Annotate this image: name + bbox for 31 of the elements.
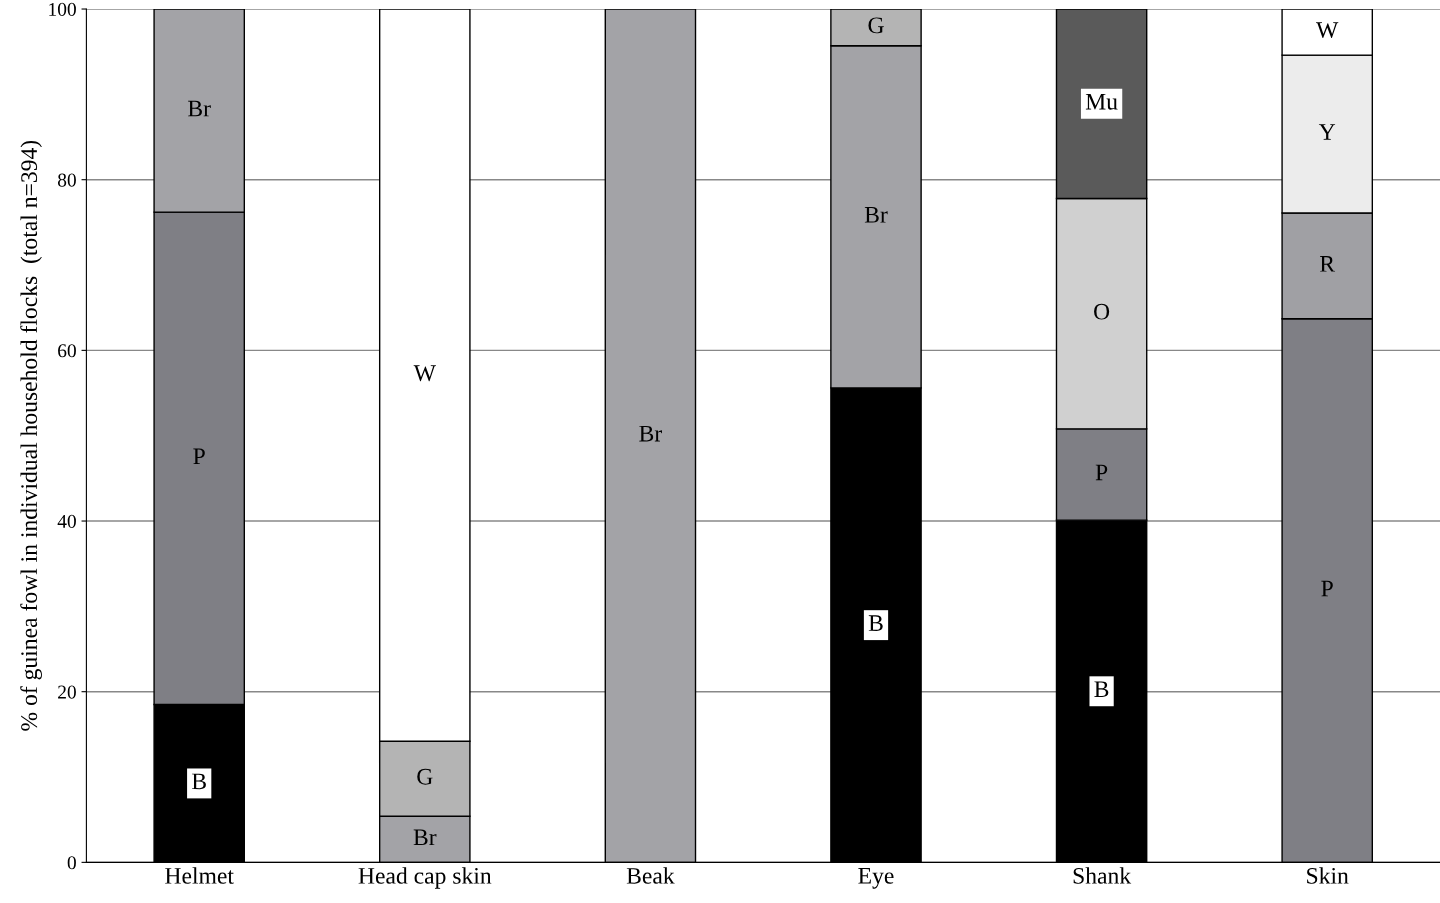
x-tick-label: Eye xyxy=(858,868,894,889)
series-label: Mu xyxy=(1085,93,1118,110)
series-label: O xyxy=(1094,303,1110,320)
series-label: B xyxy=(868,615,883,631)
y-tick-label: 40 xyxy=(57,514,76,528)
y-tick-label: 0 xyxy=(67,856,76,870)
x-tick-label: Shank xyxy=(1073,867,1132,884)
text: B xyxy=(1094,681,1109,698)
x-tick-label: Beak xyxy=(626,867,675,884)
y-tick-label: 100 xyxy=(49,2,76,16)
text: W xyxy=(413,365,436,382)
y-tick-label: 20 xyxy=(58,685,76,699)
y-tick-label: 80 xyxy=(57,173,76,187)
text: B xyxy=(192,773,206,790)
y-tick-label: 60 xyxy=(58,344,76,358)
series-label: R xyxy=(1320,256,1336,272)
series-label: G xyxy=(868,17,884,34)
text: G xyxy=(417,768,433,785)
text: Br xyxy=(639,425,662,442)
series-label: P xyxy=(1095,464,1108,481)
text: P xyxy=(193,448,205,464)
y-axis-title: % of guinea fowl in individual household flocks (total n=394) xyxy=(20,140,42,731)
x-tick-label: Head cap skin xyxy=(358,867,492,889)
series-label: Y xyxy=(1318,124,1336,140)
series-label: Br xyxy=(413,829,437,846)
text: P xyxy=(1321,580,1333,597)
series-label: W xyxy=(1316,22,1339,39)
x-tick-label: Skin xyxy=(1307,867,1349,884)
text: Br xyxy=(188,100,211,117)
text: Br xyxy=(864,207,888,223)
x-tick-label: Helmet xyxy=(165,867,234,884)
